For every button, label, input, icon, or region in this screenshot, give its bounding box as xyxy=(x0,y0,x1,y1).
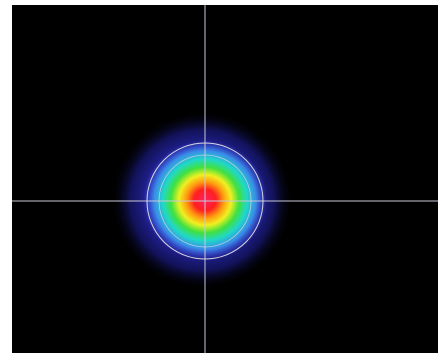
beam-profile-view xyxy=(0,0,441,356)
page: {} xyxy=(0,0,441,356)
